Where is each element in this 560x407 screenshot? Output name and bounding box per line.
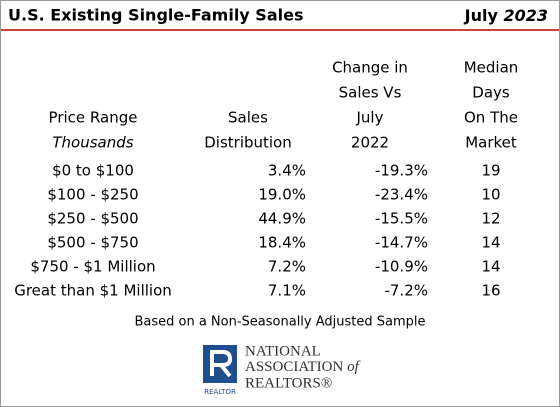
cell: $0 to $100: [52, 162, 134, 180]
cell: $100 - $250: [47, 186, 138, 204]
cell: 7.1%: [268, 282, 306, 300]
logo: REALTOR NATIONAL ASSOCIATION of REALTORS…: [203, 343, 361, 396]
logo-line: NATIONAL: [245, 343, 321, 359]
logo-word: ASSOCIATION: [245, 359, 344, 375]
date: July 2023: [464, 6, 548, 25]
cell: -14.7%: [375, 234, 428, 252]
column-header: Sales: [228, 109, 268, 127]
column-header: 2022: [351, 134, 389, 152]
month: July: [464, 6, 499, 25]
cell: -7.2%: [384, 282, 428, 300]
column-header: On The: [464, 109, 518, 127]
column-header: July: [356, 109, 384, 127]
column-header: Change in: [332, 59, 408, 77]
cell: $250 - $500: [47, 210, 138, 228]
logo-line: REALTORS®: [245, 375, 332, 391]
year: 2023: [503, 6, 548, 25]
column-header: Sales Vs: [339, 84, 402, 102]
column-header: Median: [464, 59, 519, 77]
cell: 10: [481, 186, 500, 204]
column-header: Market: [465, 134, 517, 152]
footnote: Based on a Non-Seasonally Adjusted Sampl…: [134, 315, 425, 330]
column-header: Days: [472, 84, 510, 102]
cell: 18.4%: [258, 234, 306, 252]
cell: -10.9%: [375, 258, 428, 276]
table: Price Range Thousands Sales Distribution Cha…: [14, 59, 518, 300]
cell: 14: [481, 258, 500, 276]
logo-line: ASSOCIATION of: [245, 359, 361, 375]
cell: 12: [481, 210, 500, 228]
cell: -23.4%: [375, 186, 428, 204]
column-subheader: Thousands: [52, 134, 133, 152]
logo-word: of: [347, 359, 361, 375]
cell: 19: [481, 162, 500, 180]
cell: $500 - $750: [47, 234, 138, 252]
cell: 14: [481, 234, 500, 252]
cell: -15.5%: [375, 210, 428, 228]
cell: 16: [481, 282, 500, 300]
column-header: Distribution: [204, 134, 292, 152]
column-header: Price Range: [49, 109, 138, 127]
cell: $750 - $1 Million: [30, 258, 155, 276]
cell: 19.0%: [258, 186, 306, 204]
cell: 3.4%: [268, 162, 306, 180]
logo-r: [210, 350, 233, 378]
logo-badge-text: REALTOR: [204, 388, 236, 396]
cell: -19.3%: [375, 162, 428, 180]
cell: 7.2%: [268, 258, 306, 276]
cell: 44.9%: [258, 210, 306, 228]
cell: Great than $1 Million: [14, 282, 172, 300]
title: U.S. Existing Single-Family Sales: [8, 6, 303, 25]
